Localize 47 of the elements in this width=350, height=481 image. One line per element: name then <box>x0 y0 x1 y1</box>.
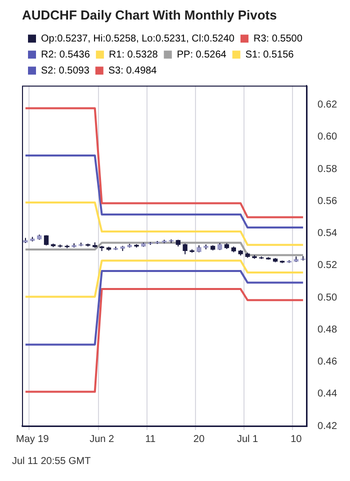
candlestick <box>162 239 167 244</box>
y-tick-label: 0.48 <box>318 324 338 336</box>
legend-label: R2: 0.5436 <box>41 49 90 60</box>
y-tick-label: 0.62 <box>318 100 338 111</box>
legend-label: S2: 0.5093 <box>41 65 90 76</box>
candlestick <box>30 236 35 242</box>
text: Jul 11 20:55 GMT <box>12 456 92 467</box>
x-tick-label: Jun 2 <box>90 434 114 445</box>
chart-title: AUDCHF Daily Chart With Monthly Pivots <box>22 7 277 22</box>
candlestick <box>238 250 243 256</box>
y-tick-label: 0.58 <box>318 164 338 175</box>
legend-label: R1: 0.5328 <box>108 49 158 60</box>
legend-label: S1: 0.5156 <box>245 49 294 60</box>
candlestick <box>176 240 180 247</box>
y-tick-label: 0.46 <box>318 356 338 368</box>
y-tick-label: 0.54 <box>318 228 338 240</box>
candlestick <box>78 242 84 247</box>
y-tick-label: 0.56 <box>318 196 338 207</box>
candlestick <box>141 242 146 246</box>
x-tick-label: 11 <box>145 434 156 445</box>
candlestick <box>155 240 160 244</box>
candlestick <box>86 243 90 247</box>
candlestick <box>231 246 236 253</box>
candlestick <box>294 256 298 262</box>
candlestick <box>148 241 153 246</box>
y-tick-label: 0.44 <box>318 388 338 400</box>
x-tick-label: May 19 <box>16 434 50 445</box>
candlestick <box>44 235 49 246</box>
legend-label: PP: 0.5264 <box>176 49 227 60</box>
candlestick <box>168 238 174 244</box>
candlestick <box>196 244 202 252</box>
legend-label: R3: 0.5500 <box>253 33 303 44</box>
candlestick <box>245 252 250 258</box>
legend-label: Op:0.5237, Hi:0.5258, Lo:0.5231, Cl:0.5240 <box>41 33 235 44</box>
y-tick-label: 0.42 <box>318 420 338 432</box>
y-tick-label: 0.60 <box>318 132 338 143</box>
x-tick-label: 20 <box>193 434 205 445</box>
candlestick <box>182 243 188 255</box>
candlestick <box>134 244 139 248</box>
y-tick-label: 0.50 <box>318 292 338 304</box>
candlestick <box>72 242 76 248</box>
legend-label: S3: 0.4984 <box>108 65 158 76</box>
y-tick-label: 0.52 <box>318 260 338 272</box>
candlestick <box>266 256 271 260</box>
candlestick <box>204 244 208 250</box>
x-tick-label: 10 <box>290 434 302 445</box>
x-tick-label: Jul 1 <box>236 434 259 445</box>
